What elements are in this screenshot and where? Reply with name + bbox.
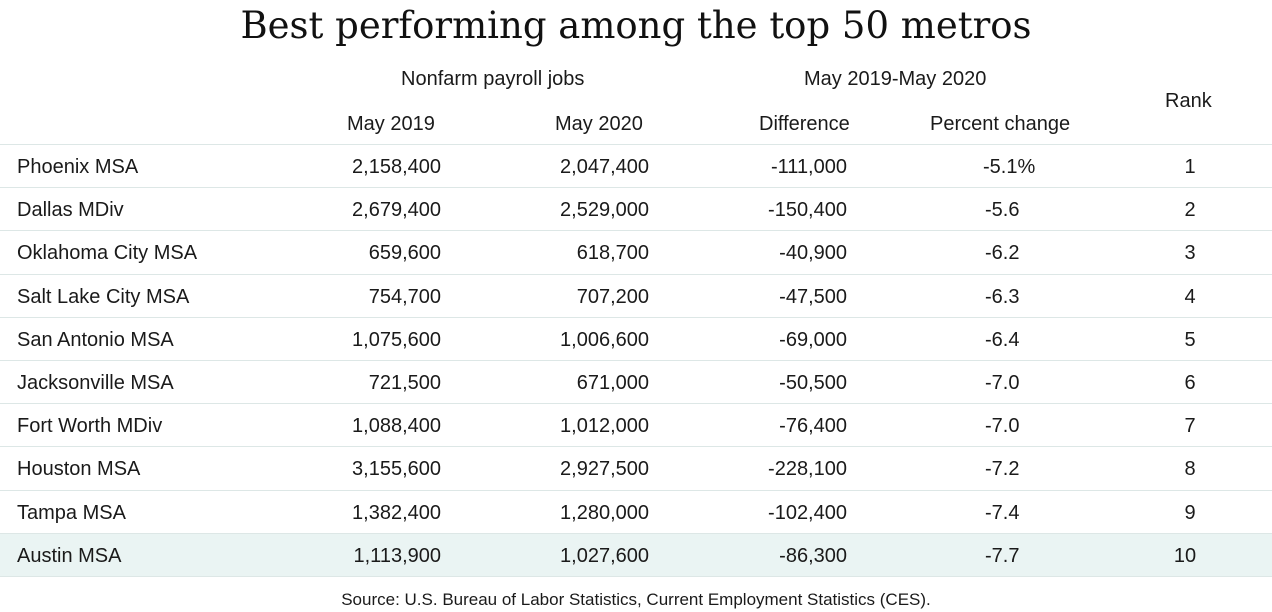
- header-difference: Difference: [759, 113, 850, 135]
- cell-difference: -150,400: [768, 199, 847, 222]
- cell-percent-change: -7.0: [985, 371, 1020, 394]
- cell-may-2019: 1,075,600: [352, 328, 441, 351]
- cell-difference: -40,900: [779, 242, 847, 265]
- table-title: Best performing among the top 50 metros: [240, 4, 1032, 47]
- cell-may-2019: 3,155,600: [352, 458, 441, 481]
- table-row: Dallas MDiv 2,679,400 2,529,000 -150,400…: [0, 187, 1272, 230]
- cell-percent-change: -7.7: [985, 544, 1020, 567]
- cell-rank: 10: [1173, 544, 1197, 567]
- cell-metro-name: Houston MSA: [17, 458, 141, 481]
- table-row: Tampa MSA 1,382,400 1,280,000 -102,400 -…: [0, 489, 1272, 533]
- cell-may-2019: 659,600: [368, 242, 441, 265]
- table-row: Salt Lake City MSA 754,700 707,200 -47,5…: [0, 273, 1272, 317]
- table-row: Phoenix MSA 2,158,400 2,047,400 -111,000…: [0, 144, 1272, 187]
- cell-metro-name: Tampa MSA: [17, 501, 126, 524]
- table-row: Jacksonville MSA 721,500 671,000 -50,500…: [0, 359, 1272, 403]
- header-may-2020: May 2020: [555, 113, 643, 135]
- cell-difference: -50,500: [779, 371, 847, 394]
- header-group-may2019-may2020: May 2019-May 2020: [804, 68, 987, 90]
- cell-metro-name: Oklahoma City MSA: [17, 242, 198, 265]
- cell-rank: 2: [1184, 199, 1196, 222]
- cell-percent-change: -6.2: [985, 242, 1020, 265]
- table-row: Fort Worth MDiv 1,088,400 1,012,000 -76,…: [0, 403, 1272, 446]
- cell-may-2020: 2,529,000: [560, 199, 649, 222]
- table-row-highlighted: Austin MSA 1,113,900 1,027,600 -86,300 -…: [0, 532, 1272, 577]
- cell-may-2020: 671,000: [576, 371, 649, 394]
- cell-metro-name: Phoenix MSA: [17, 156, 139, 178]
- cell-difference: -102,400: [768, 501, 847, 524]
- cell-may-2019: 721,500: [368, 371, 441, 394]
- cell-difference: -47,500: [779, 285, 847, 308]
- cell-percent-change: -5.6: [985, 199, 1020, 222]
- table-body: Phoenix MSA 2,158,400 2,047,400 -111,000…: [0, 144, 1272, 577]
- cell-percent-change: -7.0: [985, 415, 1020, 438]
- cell-difference: -228,100: [768, 458, 847, 481]
- cell-percent-change: -6.3: [985, 285, 1020, 308]
- table-row: Oklahoma City MSA 659,600 618,700 -40,90…: [0, 230, 1272, 273]
- cell-may-2020: 1,012,000: [560, 415, 649, 438]
- cell-metro-name: Austin MSA: [17, 544, 122, 567]
- source-note: Source: U.S. Bureau of Labor Statistics,…: [341, 590, 931, 609]
- cell-may-2019: 754,700: [368, 285, 441, 308]
- cell-metro-name: Jacksonville MSA: [17, 371, 174, 394]
- cell-may-2020: 2,047,400: [560, 156, 649, 178]
- cell-percent-change: -6.4: [985, 328, 1020, 351]
- cell-rank: 1: [1184, 156, 1196, 178]
- cell-may-2019: 1,088,400: [352, 415, 441, 438]
- cell-metro-name: Fort Worth MDiv: [17, 415, 163, 438]
- cell-may-2019: 2,679,400: [352, 199, 441, 222]
- cell-percent-change: -5.1%: [983, 156, 1036, 178]
- cell-rank: 4: [1184, 285, 1196, 308]
- cell-may-2019: 1,113,900: [353, 544, 442, 567]
- header-rank: Rank: [1165, 90, 1212, 112]
- cell-difference: -76,400: [779, 415, 847, 438]
- cell-may-2019: 1,382,400: [352, 501, 441, 524]
- cell-percent-change: -7.4: [985, 501, 1020, 524]
- cell-rank: 5: [1184, 328, 1196, 351]
- cell-may-2019: 2,158,400: [352, 156, 441, 178]
- cell-may-2020: 707,200: [576, 285, 649, 308]
- cell-difference: -86,300: [779, 544, 847, 567]
- cell-difference: -111,000: [771, 156, 847, 178]
- cell-rank: 9: [1184, 501, 1196, 524]
- cell-rank: 3: [1184, 242, 1196, 265]
- cell-rank: 6: [1184, 371, 1196, 394]
- cell-difference: -69,000: [779, 328, 847, 351]
- cell-may-2020: 618,700: [576, 242, 649, 265]
- header-group-nonfarm-payroll-jobs: Nonfarm payroll jobs: [401, 68, 585, 90]
- table-row: Houston MSA 3,155,600 2,927,500 -228,100…: [0, 446, 1272, 489]
- cell-may-2020: 1,006,600: [560, 328, 649, 351]
- cell-metro-name: Salt Lake City MSA: [17, 285, 190, 308]
- cell-metro-name: San Antonio MSA: [17, 328, 174, 351]
- cell-may-2020: 2,927,500: [560, 458, 649, 481]
- header-percent-change: Percent change: [930, 113, 1071, 135]
- header-may-2019: May 2019: [347, 113, 435, 135]
- cell-may-2020: 1,280,000: [560, 501, 649, 524]
- cell-rank: 8: [1184, 458, 1196, 481]
- cell-may-2020: 1,027,600: [560, 544, 649, 567]
- cell-rank: 7: [1184, 415, 1196, 438]
- cell-metro-name: Dallas MDiv: [17, 199, 124, 222]
- table-row: San Antonio MSA 1,075,600 1,006,600 -69,…: [0, 316, 1272, 360]
- cell-percent-change: -7.2: [985, 458, 1020, 481]
